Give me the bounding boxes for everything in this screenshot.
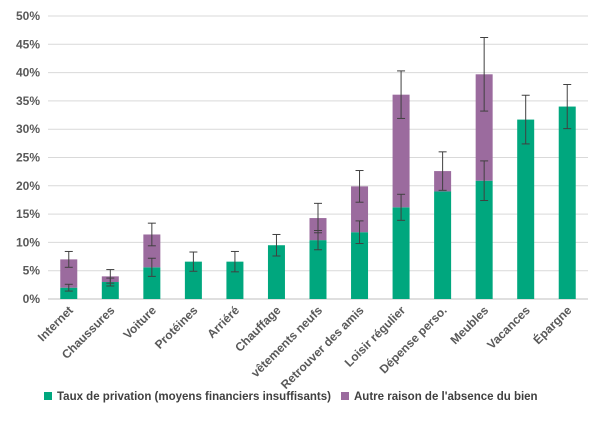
x-tick-label: Internet bbox=[35, 303, 76, 344]
x-tick-label: Protéines bbox=[152, 303, 201, 352]
bar-privation bbox=[351, 232, 369, 299]
bar-privation bbox=[184, 261, 202, 299]
bar-autre-raison bbox=[143, 234, 161, 268]
bar-privation bbox=[101, 282, 119, 299]
y-tick-label: 40% bbox=[16, 66, 40, 80]
bars bbox=[60, 74, 576, 299]
y-tick-label: 0% bbox=[23, 292, 41, 306]
bar-privation bbox=[60, 287, 78, 299]
y-tick-label: 30% bbox=[16, 122, 40, 136]
bar-privation bbox=[517, 119, 535, 299]
y-axis-ticks: 0% 5% 10% 15% 20% 25% 30% 35% 40% 45% 50% bbox=[16, 9, 40, 306]
bar-privation bbox=[392, 207, 410, 299]
bar-privation bbox=[143, 267, 161, 299]
y-tick-label: 15% bbox=[16, 207, 40, 221]
legend-label: Autre raison de l'absence du bien bbox=[354, 391, 538, 403]
y-tick-label: 50% bbox=[16, 9, 40, 23]
bar-autre-raison bbox=[351, 186, 369, 233]
y-tick-label: 5% bbox=[23, 264, 41, 278]
legend: Taux de privation (moyens financiers ins… bbox=[44, 391, 538, 403]
bar-privation bbox=[226, 261, 244, 299]
legend-label: Taux de privation (moyens financiers ins… bbox=[57, 391, 331, 403]
bar-privation bbox=[434, 191, 452, 299]
y-tick-label: 10% bbox=[16, 235, 40, 249]
legend-swatch bbox=[341, 392, 349, 400]
legend-swatch bbox=[44, 392, 52, 400]
bar-autre-raison bbox=[392, 94, 410, 208]
bar-privation bbox=[558, 106, 576, 299]
error-bars bbox=[64, 37, 572, 292]
x-tick-label: Arriéré bbox=[204, 303, 242, 341]
bar-autre-raison bbox=[60, 259, 78, 288]
x-tick-label: vêtements neufs bbox=[248, 303, 325, 380]
y-tick-label: 35% bbox=[16, 94, 40, 108]
y-tick-label: 25% bbox=[16, 151, 40, 165]
y-tick-label: 45% bbox=[16, 37, 40, 51]
bar-privation bbox=[475, 180, 493, 299]
x-tick-label: Vacances bbox=[484, 303, 533, 352]
bar-autre-raison bbox=[475, 74, 493, 181]
bar-privation bbox=[309, 240, 327, 299]
gridlines bbox=[48, 15, 588, 300]
bar-privation bbox=[267, 245, 285, 299]
y-tick-label: 20% bbox=[16, 179, 40, 193]
x-tick-label: Épargne bbox=[530, 302, 575, 347]
x-tick-label: Voiture bbox=[120, 303, 159, 342]
